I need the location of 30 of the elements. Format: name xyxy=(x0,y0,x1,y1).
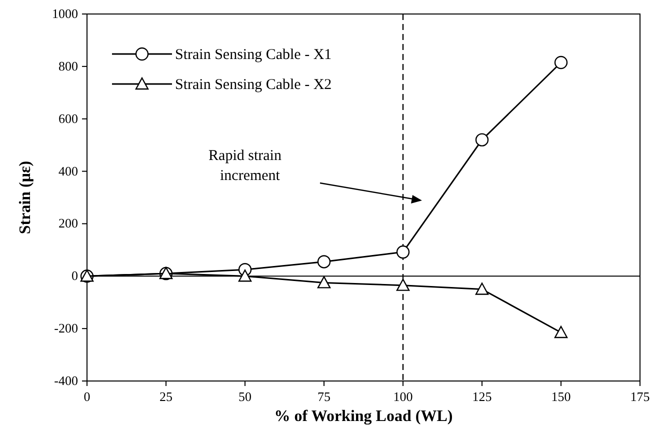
point xyxy=(317,255,331,268)
point xyxy=(396,278,410,291)
point xyxy=(554,326,568,338)
x-tick-label: 0 xyxy=(84,389,90,404)
y-tick-label: 200 xyxy=(58,216,78,231)
x-tick-label: 175 xyxy=(630,389,650,404)
x-tick-label: 50 xyxy=(238,389,252,404)
annotation: Rapid strain increment xyxy=(208,148,282,184)
x-tick-label: 25 xyxy=(160,389,172,404)
point xyxy=(475,133,489,146)
x-tick-label: 75 xyxy=(318,389,330,404)
y-tick-label: -200 xyxy=(54,320,78,336)
y-tick-label: -400 xyxy=(54,373,78,388)
y-tick-label: 800 xyxy=(58,58,78,74)
y-tick-label: 1000 xyxy=(52,6,78,21)
point xyxy=(238,270,252,282)
point xyxy=(554,56,568,70)
y-tick-label: 0 xyxy=(72,268,78,284)
x-tick-label: 125 xyxy=(472,389,492,404)
legend-label: Strain Sensing Cable - X2 xyxy=(175,77,332,93)
point xyxy=(475,282,489,295)
x-axis-title: % of Working Load (WL) xyxy=(274,408,453,425)
y-axis-title: Strain (με) xyxy=(17,160,34,234)
point xyxy=(317,276,331,288)
x-tick-label: 100 xyxy=(393,389,413,404)
y-tick-label: 400 xyxy=(58,163,78,178)
y-tick-label: 600 xyxy=(58,110,78,126)
point xyxy=(396,245,410,259)
legend-label: Strain Sensing Cable - X1 xyxy=(175,47,332,63)
x-tick-label: 150 xyxy=(551,389,571,404)
